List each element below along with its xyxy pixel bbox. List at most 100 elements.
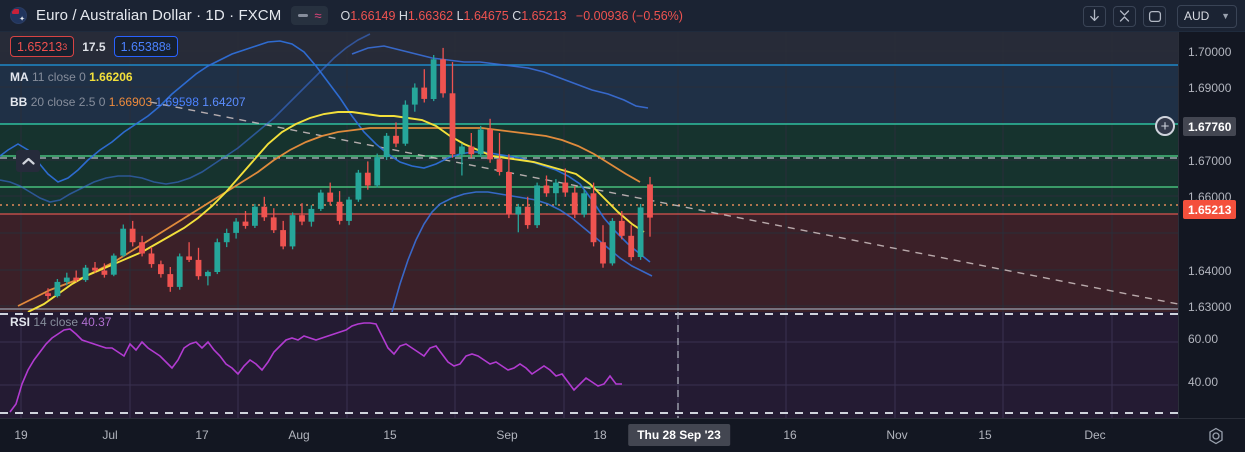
candle — [393, 135, 399, 144]
candle — [553, 182, 559, 194]
candle — [280, 230, 286, 247]
ma-legend-value: 1.66206 — [89, 70, 133, 84]
collapse-pane-button[interactable] — [16, 150, 40, 172]
candle — [421, 87, 428, 99]
candle — [336, 201, 343, 221]
candle — [477, 129, 484, 155]
candle — [618, 220, 625, 236]
candle — [110, 255, 117, 275]
candle — [327, 192, 334, 202]
candle — [647, 184, 653, 218]
buy-price-value: 1.65388 — [120, 39, 166, 54]
high-label: H — [398, 8, 408, 23]
bb-legend-name: BB — [10, 95, 28, 109]
candle — [374, 157, 381, 186]
symbol-title[interactable]: Euro / Australian Dollar · 1D · FXCM — [36, 7, 282, 24]
rsi-axis[interactable]: 60.00 40.00 — [1178, 312, 1245, 418]
candle — [148, 253, 155, 265]
rsi-tick-1: 60.00 — [1188, 332, 1219, 346]
candle — [223, 233, 230, 243]
candle — [468, 146, 475, 155]
rsi-tick-2: 40.00 — [1188, 375, 1219, 389]
candle — [590, 193, 597, 243]
candle — [158, 264, 164, 275]
buy-price-badge[interactable]: 1.65388 8 — [113, 36, 178, 57]
time-tick-10: 15 — [978, 428, 992, 442]
candle — [195, 259, 202, 277]
candle — [299, 215, 305, 222]
chart-style-chips[interactable]: ≈ — [291, 6, 329, 25]
close-label: C — [512, 8, 522, 23]
crosshair-time-tag: Thu 28 Sep '23 — [628, 424, 730, 446]
minus-icon[interactable] — [298, 14, 309, 17]
chart-header: Euro / Australian Dollar · 1D · FXCM ≈ O… — [0, 0, 1245, 32]
time-tick-2: Jul — [102, 428, 118, 442]
candle — [120, 228, 127, 256]
fullscreen-button[interactable] — [1143, 5, 1166, 27]
candle — [364, 172, 371, 186]
candle — [129, 228, 136, 243]
time-tick-6: Sep — [496, 428, 518, 442]
candle — [449, 93, 456, 155]
candle — [45, 293, 51, 296]
close-value: 1.65213 — [521, 8, 567, 23]
candle — [515, 206, 522, 215]
price-tick-6: 1.63000 — [1188, 300, 1232, 314]
candle — [82, 267, 89, 281]
low-label: L — [456, 8, 464, 23]
add-alert-button[interactable]: + — [1155, 116, 1175, 136]
sell-price-value: 1.65213 — [17, 39, 63, 54]
candle — [440, 59, 446, 94]
sell-price-sup: 3 — [62, 41, 68, 52]
candle — [289, 215, 296, 247]
ma-legend[interactable]: MA 11 close 0 1.66206 — [10, 70, 133, 84]
time-tick-9: Nov — [886, 428, 908, 442]
bb-legend-lower: 1.64207 — [202, 95, 246, 109]
candle — [543, 185, 550, 194]
candle — [92, 267, 98, 271]
change-value: −0.00936 (−0.56%) — [575, 8, 683, 23]
time-tick-1: 19 — [14, 428, 28, 442]
rsi-chart-svg — [0, 312, 1178, 418]
price-badges: 1.65213 3 17.5 1.65388 8 — [10, 36, 178, 57]
time-tick-5: 15 — [383, 428, 397, 442]
time-tick-7: 18 — [593, 428, 607, 442]
rsi-legend-args: 14 close — [33, 315, 79, 329]
time-axis[interactable]: 19 Jul 17 Aug 15 Sep 18 16 Nov 15 Dec Th… — [0, 418, 1245, 452]
download-button[interactable] — [1083, 5, 1106, 27]
candle — [317, 192, 324, 209]
rsi-chart-pane[interactable] — [0, 312, 1178, 418]
download-icon — [1090, 9, 1099, 22]
candle — [101, 270, 108, 275]
candle — [562, 182, 569, 193]
price-tick-2: 1.69000 — [1188, 81, 1232, 95]
chevron-down-icon: ▼ — [1221, 11, 1230, 21]
candle — [205, 271, 211, 277]
candle — [430, 59, 437, 99]
currency-select[interactable]: AUD ▼ — [1177, 4, 1237, 28]
price-axis[interactable]: 1.70000 1.69000 1.67000 1.66000 1.64000 … — [1178, 32, 1245, 314]
australia-flag-icon — [10, 7, 27, 24]
candle — [571, 192, 578, 215]
plus-circle-icon: + — [1160, 117, 1170, 135]
candle — [346, 199, 352, 221]
price-tick-5: 1.64000 — [1188, 264, 1232, 278]
price-chart-pane[interactable] — [0, 32, 1178, 312]
wave-icon[interactable]: ≈ — [314, 8, 322, 23]
candle — [383, 135, 390, 158]
candle — [411, 87, 418, 105]
candle — [167, 274, 174, 287]
candle — [609, 220, 616, 264]
bb-legend[interactable]: BB 20 close 2.5 0 1.66903 1.69598 1.6420… — [10, 95, 246, 109]
clock-icon[interactable] — [1207, 427, 1225, 445]
sell-price-badge[interactable]: 1.65213 3 — [10, 36, 75, 57]
candle — [496, 159, 503, 172]
ohlc-values: O1.66149 H1.66362 L1.64675 C1.65213 −0.0… — [340, 9, 682, 23]
candle — [139, 242, 145, 254]
collapse-button[interactable] — [1113, 5, 1136, 27]
header-toolbar: AUD ▼ — [1083, 0, 1245, 32]
price-chart-svg — [0, 32, 1178, 312]
rsi-legend[interactable]: RSI 14 close 40.37 — [10, 315, 111, 329]
candle — [459, 146, 465, 155]
